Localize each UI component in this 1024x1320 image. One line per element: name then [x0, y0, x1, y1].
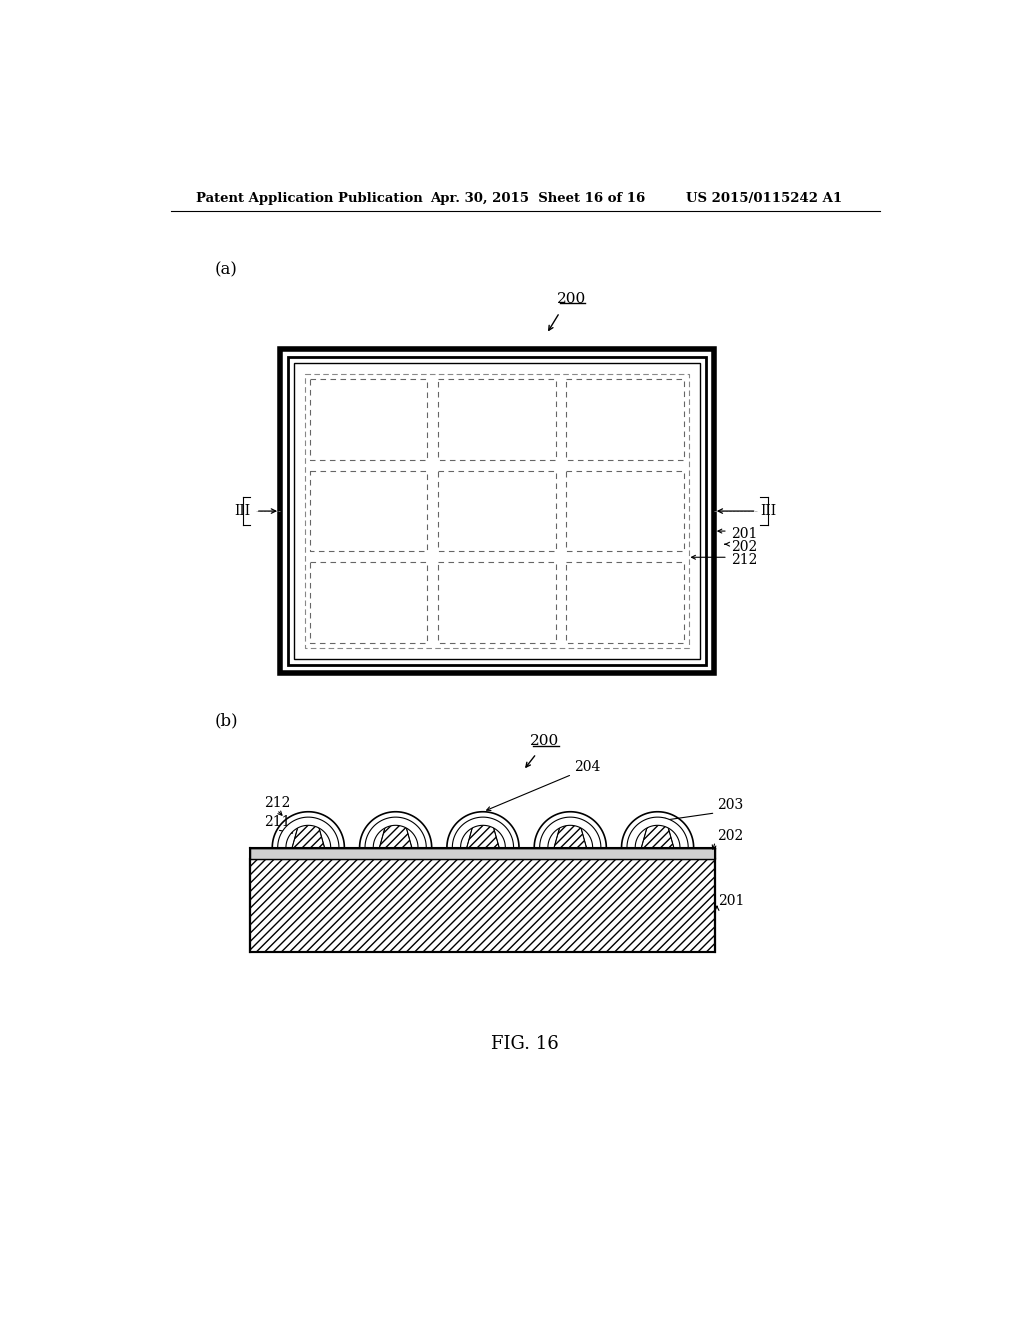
- Text: (a): (a): [215, 261, 238, 279]
- Bar: [294, 363, 700, 659]
- Text: III: III: [234, 504, 251, 517]
- Polygon shape: [540, 817, 601, 847]
- Polygon shape: [365, 817, 426, 847]
- Polygon shape: [627, 817, 688, 847]
- Polygon shape: [380, 824, 412, 847]
- Text: 212: 212: [263, 796, 290, 810]
- Polygon shape: [453, 817, 514, 847]
- Bar: [251, 847, 716, 859]
- Polygon shape: [641, 824, 674, 847]
- Text: 212: 212: [731, 553, 758, 568]
- Text: 211: 211: [263, 816, 290, 829]
- Polygon shape: [467, 824, 499, 847]
- Bar: [288, 358, 707, 665]
- Text: 204: 204: [573, 760, 600, 774]
- Bar: [251, 859, 716, 952]
- Text: US 2015/0115242 A1: US 2015/0115242 A1: [686, 191, 842, 205]
- Bar: [251, 859, 716, 952]
- Text: FIG. 16: FIG. 16: [490, 1035, 559, 1053]
- Polygon shape: [554, 824, 587, 847]
- Text: 201: 201: [719, 895, 744, 908]
- Polygon shape: [278, 817, 339, 847]
- Bar: [280, 350, 714, 673]
- Text: Apr. 30, 2015  Sheet 16 of 16: Apr. 30, 2015 Sheet 16 of 16: [430, 191, 645, 205]
- Text: III: III: [760, 504, 776, 517]
- Text: 200: 200: [530, 734, 559, 748]
- Text: 202: 202: [717, 829, 743, 843]
- Polygon shape: [292, 824, 325, 847]
- Text: Patent Application Publication: Patent Application Publication: [197, 191, 423, 205]
- Text: 200: 200: [557, 292, 586, 305]
- Text: (b): (b): [215, 711, 239, 729]
- Text: 201: 201: [731, 527, 758, 541]
- Bar: [251, 859, 716, 952]
- Text: 203: 203: [717, 799, 743, 812]
- Text: 202: 202: [731, 540, 757, 554]
